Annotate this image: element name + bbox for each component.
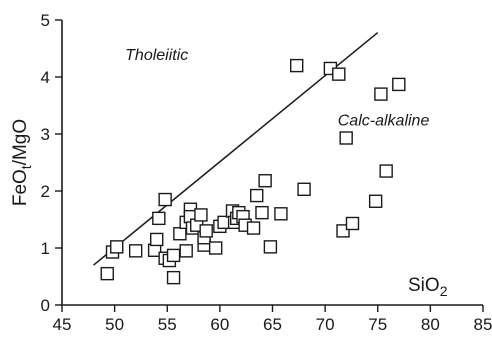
x-tick-label: 50 [105,315,124,334]
data-point-square [153,212,165,224]
data-point-square [340,132,352,144]
data-point-square [264,241,276,253]
data-point-square [333,68,345,80]
y-tick-label: 1 [41,239,50,258]
y-tick-label: 4 [41,68,50,87]
y-tick-label: 0 [41,296,50,315]
data-point-square [346,217,358,229]
x-tick-label: 55 [158,315,177,334]
data-point-square [180,245,192,257]
data-point-square [168,272,180,284]
x-tick-label: 80 [421,315,440,334]
x-tick-label: 45 [53,315,72,334]
data-point-square [111,241,123,253]
data-point-square [291,60,303,72]
x-axis-title-subscript: 2 [440,283,448,299]
annotation-calc-alkaline: Calc-alkaline [338,112,430,129]
data-point-square [393,78,405,90]
data-point-square [375,88,387,100]
data-point-square [370,195,382,207]
data-point-square [380,165,392,177]
y-tick-label: 5 [41,11,50,30]
x-tick-label: 60 [210,315,229,334]
x-tick-label: 65 [263,315,282,334]
y-tick-label: 2 [41,182,50,201]
x-axis-title: SiO2 [408,275,448,299]
y-axis-title-main: FeO [10,169,31,206]
data-point-square [159,194,171,206]
data-point-square [195,209,207,221]
annotation-tholeiitic: Tholeiitic [125,47,188,64]
data-point-square [101,268,113,280]
data-point-square [210,242,222,254]
x-axis-title-main: SiO [408,275,440,296]
data-point-square [130,245,142,257]
data-point-square [168,249,180,261]
y-axis-title-suffix: /MgO [10,119,31,165]
data-points [101,60,405,284]
y-tick-label: 3 [41,125,50,144]
x-tick-label: 85 [474,315,492,334]
data-point-square [298,183,310,195]
x-tick-label: 75 [368,315,387,334]
data-point-square [151,233,163,245]
y-axis-title: FeOt/MgO [10,119,34,206]
data-point-square [200,225,212,237]
x-tick-label: 70 [316,315,335,334]
data-point-square [248,222,260,234]
data-point-square [259,175,271,187]
data-point-square [275,208,287,220]
data-point-square [174,228,186,240]
data-point-square [256,207,268,219]
data-point-square [251,190,263,202]
